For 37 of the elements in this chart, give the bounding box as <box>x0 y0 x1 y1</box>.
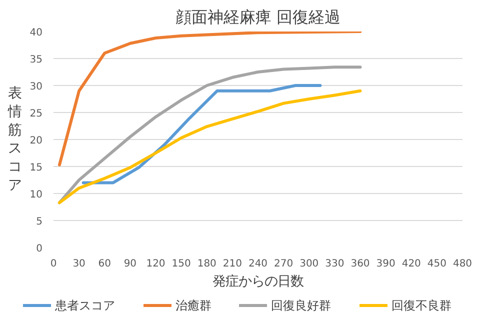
y-tick-label: 40 <box>30 28 43 38</box>
x-tick-label: 330 <box>325 258 344 270</box>
y-tick-label: 5 <box>36 216 43 228</box>
x-axis-title: 発症からの日数 <box>212 274 304 290</box>
line-series <box>58 89 362 204</box>
line-series <box>58 66 362 204</box>
x-tick-label: 360 <box>350 258 370 270</box>
x-tick-label: 480 <box>452 258 472 270</box>
line-series <box>58 32 362 166</box>
x-tick-label: 180 <box>197 258 216 270</box>
line-series <box>82 84 322 184</box>
x-tick-label: 90 <box>124 258 137 270</box>
y-axis-title: 表情筋スコア <box>6 86 22 194</box>
legend-label: 回復不良群 <box>392 298 452 312</box>
y-tick-label: 10 <box>30 190 43 200</box>
x-tick-label: 420 <box>402 258 421 270</box>
x-tick-label: 450 <box>427 258 446 270</box>
x-tick-label: 60 <box>98 258 111 270</box>
legend-label: 回復良好群 <box>271 298 331 312</box>
x-tick-label: 390 <box>376 258 396 270</box>
y-tick-label: 0 <box>36 244 43 254</box>
y-tick-label: 15 <box>30 162 43 174</box>
x-tick-label: 150 <box>172 258 191 270</box>
legend-label: 治癒群 <box>176 298 212 312</box>
y-tick-label: 30 <box>30 82 43 92</box>
x-tick-label: 240 <box>248 258 268 270</box>
x-tick-label: 210 <box>222 258 242 270</box>
y-tick-label: 20 <box>30 136 43 146</box>
y-tick-label: 25 <box>30 108 43 120</box>
x-tick-label: 120 <box>146 258 166 270</box>
x-tick-label: 30 <box>72 258 86 270</box>
chart-title: 顔面神経麻痺 回復経過 <box>175 8 341 26</box>
x-tick-label: 300 <box>300 258 319 270</box>
x-tick-label: 270 <box>274 258 294 270</box>
y-tick-label: 35 <box>30 54 43 66</box>
legend-label: 患者スコア <box>54 298 115 312</box>
x-tick-label: 0 <box>50 258 57 270</box>
